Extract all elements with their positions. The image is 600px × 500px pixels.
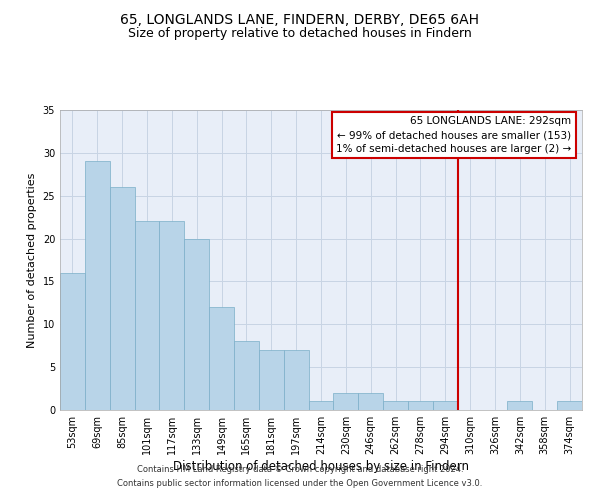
Bar <box>209 307 234 410</box>
Text: 65, LONGLANDS LANE, FINDERN, DERBY, DE65 6AH: 65, LONGLANDS LANE, FINDERN, DERBY, DE65… <box>121 12 479 26</box>
Bar <box>110 187 134 410</box>
Bar <box>383 402 408 410</box>
Bar <box>160 222 184 410</box>
Bar <box>308 402 334 410</box>
Text: Contains HM Land Registry data © Crown copyright and database right 2024.
Contai: Contains HM Land Registry data © Crown c… <box>118 466 482 487</box>
X-axis label: Distribution of detached houses by size in Findern: Distribution of detached houses by size … <box>173 460 469 473</box>
Bar <box>60 273 85 410</box>
Bar <box>334 393 358 410</box>
Text: Size of property relative to detached houses in Findern: Size of property relative to detached ho… <box>128 28 472 40</box>
Bar <box>284 350 308 410</box>
Bar <box>358 393 383 410</box>
Bar <box>184 238 209 410</box>
Bar <box>508 402 532 410</box>
Bar <box>408 402 433 410</box>
Text: 65 LONGLANDS LANE: 292sqm
← 99% of detached houses are smaller (153)
1% of semi-: 65 LONGLANDS LANE: 292sqm ← 99% of detac… <box>337 116 572 154</box>
Y-axis label: Number of detached properties: Number of detached properties <box>27 172 37 348</box>
Bar <box>234 342 259 410</box>
Bar <box>557 402 582 410</box>
Bar <box>134 222 160 410</box>
Bar <box>259 350 284 410</box>
Bar <box>85 162 110 410</box>
Bar <box>433 402 458 410</box>
